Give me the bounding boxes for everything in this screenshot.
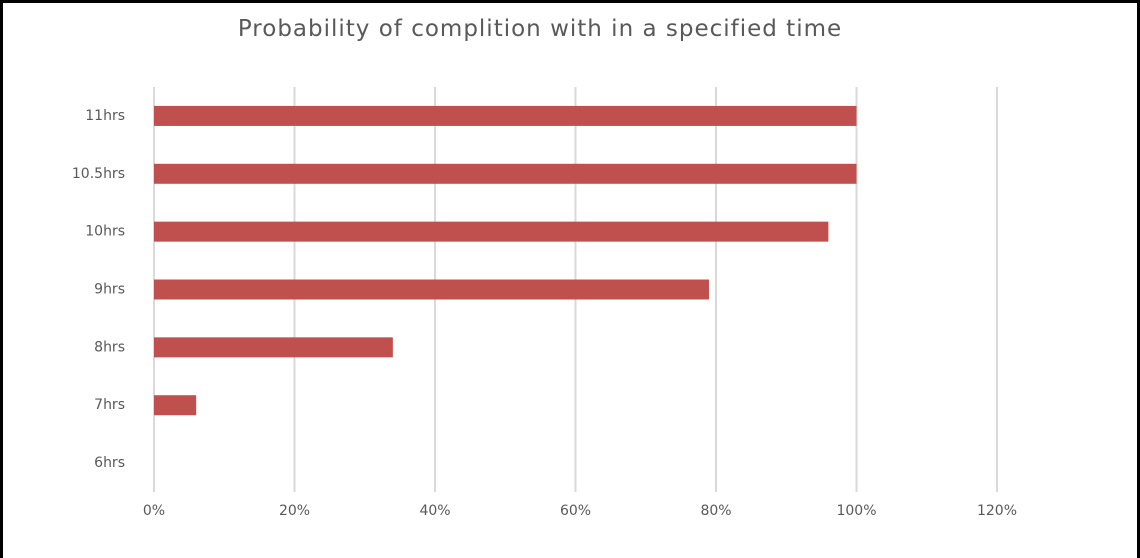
x-tick-label: 100% [836, 503, 876, 519]
x-tick-label: 60% [560, 503, 591, 519]
chart-title: Probability of complition with in a spec… [237, 16, 843, 42]
x-tick-label: 0% [143, 503, 165, 519]
x-tick-label: 120% [977, 503, 1017, 519]
bar [154, 163, 857, 184]
y-tick-label: 8hrs [94, 339, 125, 355]
y-tick-label: 10.5hrs [72, 166, 125, 182]
y-tick-label: 9hrs [94, 282, 125, 298]
bar [154, 221, 829, 242]
x-tick-label: 40% [419, 503, 450, 519]
y-tick-label: 6hrs [94, 455, 125, 471]
x-tick-label: 80% [700, 503, 731, 519]
bar [154, 395, 197, 416]
x-tick-label: 20% [279, 503, 310, 519]
bar [154, 105, 857, 126]
bar [154, 279, 709, 300]
bar [154, 337, 393, 358]
y-tick-label: 11hrs [85, 108, 125, 124]
y-tick-label: 10hrs [85, 224, 125, 240]
y-tick-label: 7hrs [94, 397, 125, 413]
